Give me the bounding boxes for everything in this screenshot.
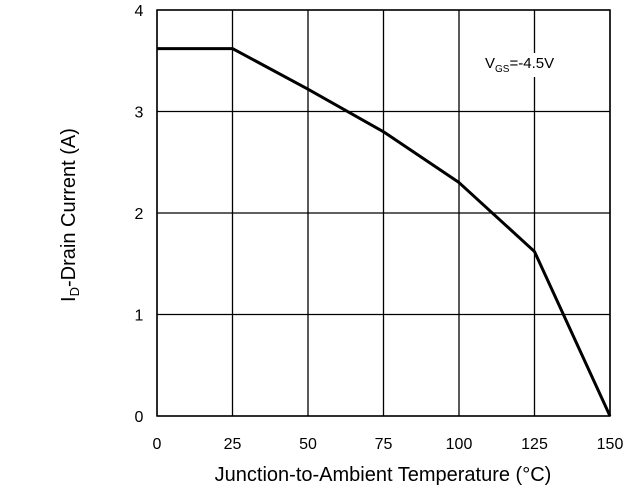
- y-axis-title-main: I: [58, 296, 80, 302]
- x-axis-title: Junction-to-Ambient Temperature (°C): [215, 464, 552, 486]
- y-tick-label: 1: [135, 308, 144, 325]
- x-tick-label: 75: [375, 436, 393, 453]
- annotation-subscript: GS: [495, 64, 510, 75]
- x-tick-labels: 0 25 50 75 100 125 150: [153, 436, 624, 453]
- y-axis-title-subscript: D: [67, 287, 82, 296]
- series-line-drain-current: [157, 47, 612, 417]
- y-axis-title-rest: -Drain Current (A): [58, 128, 80, 287]
- annotation-rest: =-4.5V: [509, 55, 554, 72]
- vgs-annotation: VGS=-4.5V: [485, 55, 554, 75]
- y-tick-label: 3: [135, 105, 144, 122]
- x-tick-label: 0: [153, 436, 162, 453]
- x-tick-label: 150: [597, 436, 624, 453]
- y-axis-title: ID-Drain Current (A): [58, 128, 82, 302]
- x-tick-label: 25: [224, 436, 242, 453]
- x-tick-label: 50: [299, 436, 317, 453]
- y-tick-label: 0: [135, 409, 144, 426]
- x-tick-label: 100: [446, 436, 473, 453]
- x-tick-label: 125: [521, 436, 548, 453]
- plot-area-frame: [156, 9, 611, 417]
- annotation-background: [482, 53, 558, 77]
- y-tick-labels: 0 1 2 3 4: [135, 3, 144, 426]
- y-tick-label: 2: [135, 206, 144, 223]
- annotation-main: V: [485, 55, 495, 72]
- y-tick-label: 4: [135, 3, 144, 20]
